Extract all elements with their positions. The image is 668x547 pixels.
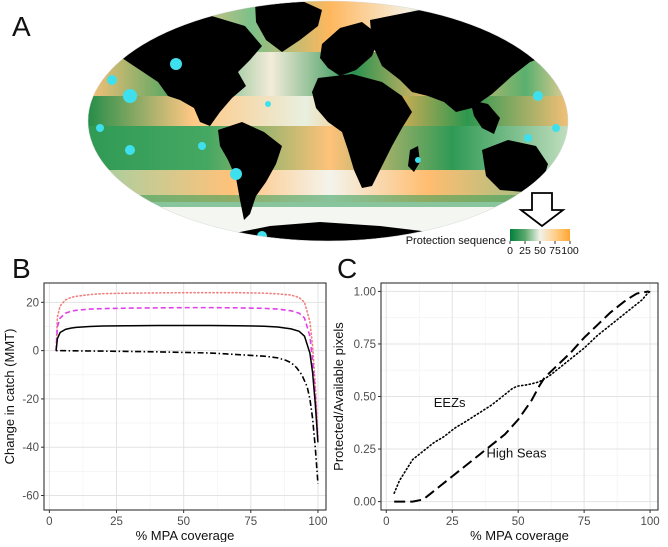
panel-b-letter: B: [12, 253, 31, 284]
legend-tick-label: 75: [549, 245, 561, 257]
y-tick-label: 0.75: [354, 339, 376, 351]
y-tick-label: -40: [22, 442, 39, 454]
x-tick-label: 50: [512, 516, 525, 528]
land-madagascar: [408, 146, 420, 172]
series-line-2: [55, 306, 319, 443]
x-tick-label: 0: [46, 516, 52, 528]
legend-tick-label: 100: [561, 245, 579, 257]
series-line-1: [55, 291, 319, 439]
x-tick-label: 75: [244, 516, 257, 528]
x-tick-label: 25: [110, 516, 123, 528]
x-tick-label: 0: [383, 516, 389, 528]
legend-colorbar: [510, 229, 570, 241]
y-tick-label: 0: [33, 346, 39, 358]
land-africa: [312, 74, 412, 188]
series-line-2: [394, 290, 649, 503]
legend-tick-label: 0: [507, 245, 513, 257]
y-tick-label: 0.50: [354, 392, 376, 404]
plot-background: [44, 283, 326, 510]
y-axis-title: Change in catch (MMT): [2, 329, 17, 465]
annotation-label: EEZs: [434, 395, 466, 410]
annotation-label: High Seas: [487, 445, 547, 460]
ocean-band: [88, 195, 568, 207]
y-tick-label: 0.25: [354, 444, 376, 456]
land-north-america: [120, 14, 262, 126]
panel-c-chart: 0 25 50 75 100 0.00 0.25 0.50 0.75 1.00 % MPA cove…: [331, 282, 660, 543]
y-tick-label: -20: [22, 394, 39, 406]
y-tick-label: -60: [22, 491, 39, 503]
x-axis-title: % MPA coverage: [470, 528, 569, 542]
x-axis-title: % MPA coverage: [136, 528, 235, 542]
series-line-1: [393, 290, 651, 494]
legend-tick-label: 25: [519, 245, 531, 257]
panel-a-letter: A: [12, 11, 31, 42]
y-tick-label: 0.00: [354, 497, 376, 509]
series-line-3: [55, 324, 319, 443]
y-axis-title: Protected/Available pixels: [331, 322, 346, 471]
land-australia: [482, 140, 548, 192]
land-greenland: [255, 1, 322, 52]
x-tick-label: 100: [640, 516, 659, 528]
land-indochina: [470, 100, 500, 134]
x-tick-label: 75: [578, 516, 591, 528]
plot-border: [43, 282, 327, 511]
panel-c-letter: C: [337, 253, 357, 284]
world-map: [87, 0, 569, 242]
series-line-4: [56, 349, 319, 484]
x-tick-label: 50: [177, 516, 190, 528]
protection-legend: Protection sequence 0 25 50 75 100: [406, 192, 579, 257]
map-outline: [87, 0, 569, 242]
land-europe: [320, 22, 380, 76]
x-tick-label: 25: [446, 516, 459, 528]
arrow-down-icon: [518, 192, 566, 228]
land-south-america: [218, 122, 282, 220]
x-tick-label: 100: [308, 516, 327, 528]
y-tick-label: 1.00: [354, 286, 376, 298]
panel-b-chart: 0 25 50 75 100 -60 -40 -20 0 20 % MPA coverage Chan…: [2, 282, 328, 543]
legend-tick-label: 50: [534, 245, 546, 257]
legend-title: Protection sequence: [406, 235, 506, 247]
y-tick-label: 20: [26, 297, 39, 309]
